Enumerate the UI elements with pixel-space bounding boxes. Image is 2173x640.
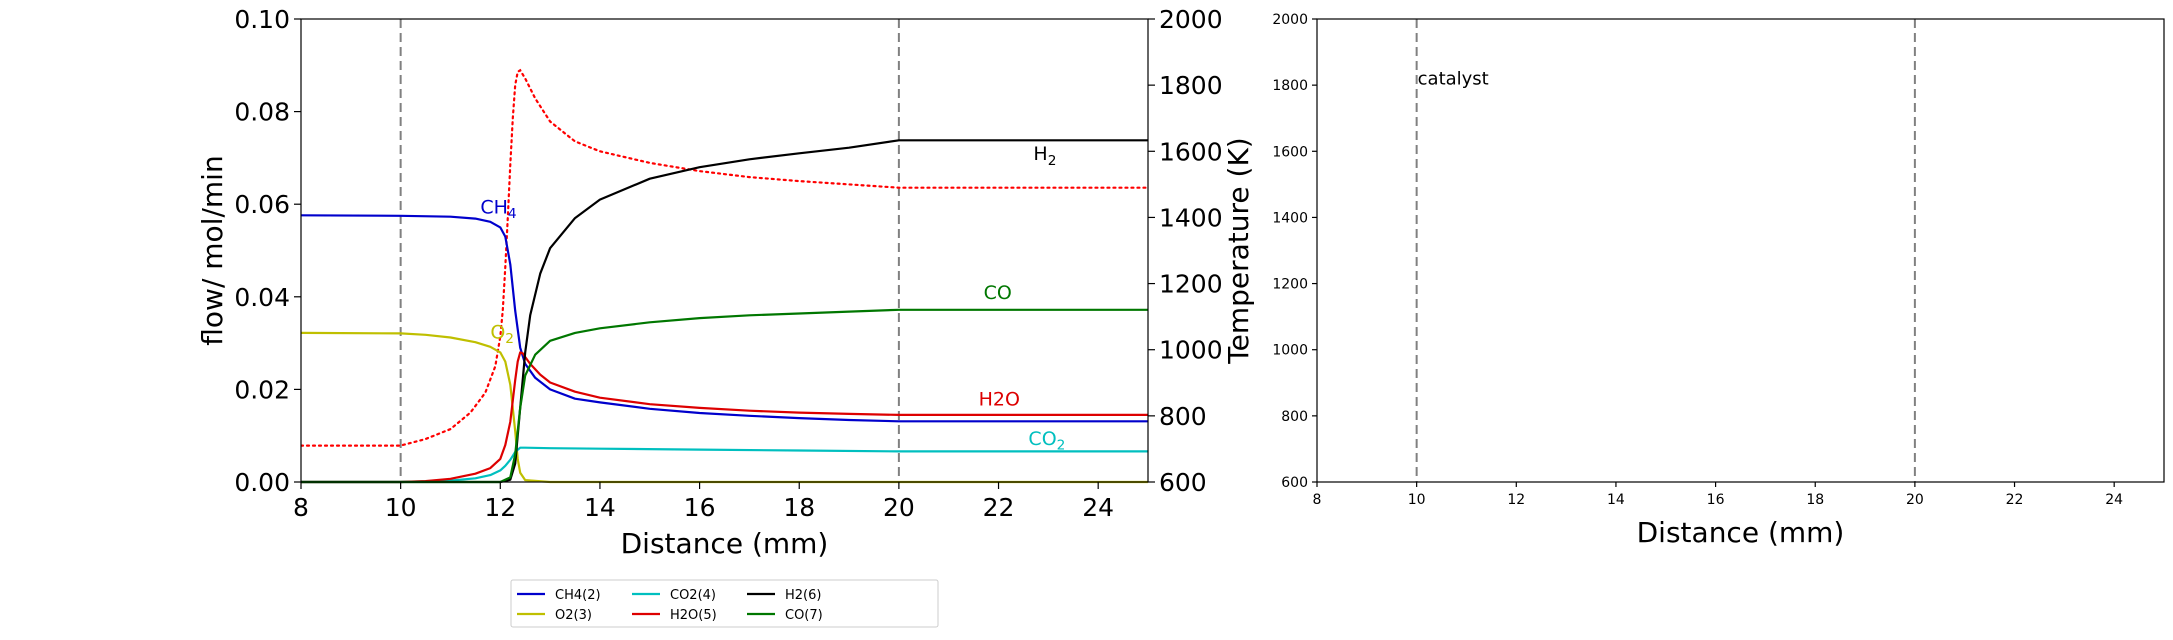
- x-tick-label: 8: [1313, 492, 1322, 508]
- right-plot: 8 10 12 14 16 18 20 22 24 600 800 1000 1200 1400 1600 1…: [1272, 12, 2165, 549]
- x-tick-label: 16: [684, 493, 716, 522]
- x-tick-label: 22: [2006, 492, 2024, 508]
- y2-tick-label: 1200: [1159, 270, 1223, 299]
- legend-label-H2(6): H2(6): [785, 588, 821, 603]
- catalyst-annotation: catalyst: [1418, 69, 1489, 90]
- y2-tick-label: 800: [1159, 402, 1207, 431]
- series-label-CH4(2): CH4: [480, 196, 516, 222]
- legend-frame: [510, 579, 939, 628]
- y2-tick-label: 2000: [1159, 5, 1223, 34]
- y-tick-label: 1400: [1272, 210, 1308, 226]
- series-line-CO2(4): [301, 446, 1148, 484]
- legend-label-H2O(5): H2O(5): [670, 608, 717, 623]
- y-tick-label: 1200: [1272, 277, 1308, 293]
- y-tick-label: 800: [1281, 409, 1308, 425]
- legend-label-CO(7): CO(7): [785, 608, 823, 623]
- y2-tick-label: 1000: [1159, 336, 1223, 365]
- series-label-CO2(4): CO2: [1028, 428, 1065, 454]
- y-tick-label: 600: [1281, 475, 1308, 491]
- series-line-CH4(2): [301, 214, 1148, 423]
- legend: CH4(2) O2(3) CO2(4) H2O(5) H2(6) CO(7): [510, 579, 939, 628]
- x-tick-label: 24: [2105, 492, 2123, 508]
- x-tick-label: 20: [1906, 492, 1924, 508]
- series-line-CO(7): [301, 308, 1148, 484]
- x-tick-label: 10: [1408, 492, 1426, 508]
- series-label-H2O(5): H2O: [979, 389, 1020, 411]
- x-tick-label: 14: [584, 493, 616, 522]
- legend-label-CH4(2): CH4(2): [555, 588, 601, 603]
- legend-label-CO2(4): CO2(4): [670, 588, 716, 603]
- series-line-H2O(5): [301, 351, 1148, 484]
- y-tick-label: 0.04: [234, 283, 290, 312]
- x-tick-label: 24: [1082, 493, 1114, 522]
- y-tick-label: 1800: [1272, 78, 1308, 94]
- y-tick-label: 1600: [1272, 144, 1308, 160]
- x-tick-label: 22: [983, 493, 1015, 522]
- series-line-O2(3): [301, 331, 1148, 484]
- x-tick-label: 18: [1806, 492, 1824, 508]
- y-tick-label: 0.10: [234, 5, 290, 34]
- x-axis-label: Distance (mm): [621, 527, 829, 560]
- series-label-H2(6): H2: [1033, 143, 1056, 169]
- y-tick-label: 0.08: [234, 98, 290, 127]
- y-tick-label: 2000: [1272, 12, 1308, 28]
- y2-axis-label: Temperature (K): [1222, 137, 1255, 364]
- series-label-CO(7): CO: [984, 282, 1012, 304]
- y2-tick-label: 1400: [1159, 203, 1223, 232]
- x-tick-label: 14: [1607, 492, 1625, 508]
- x-tick-label: 18: [783, 493, 815, 522]
- temperature-series-line: [301, 68, 1148, 447]
- y-tick-label: 1000: [1272, 343, 1308, 359]
- legend-label-O2(3): O2(3): [555, 608, 592, 623]
- series-line-H2(6): [301, 139, 1148, 484]
- x-axis-label: Distance (mm): [1637, 516, 1845, 549]
- x-tick-label: 10: [385, 493, 417, 522]
- x-tick-label: 16: [1707, 492, 1725, 508]
- x-tick-label: 20: [883, 493, 915, 522]
- y-tick-label: 0.02: [234, 375, 290, 404]
- y-tick-label: 0.06: [234, 190, 290, 219]
- y2-tick-label: 1600: [1159, 137, 1223, 166]
- y-tick-label: 0.00: [234, 468, 290, 497]
- series-label-O2(3): O2: [490, 321, 514, 347]
- y-axis-label: flow/ mol/min: [196, 155, 229, 345]
- x-tick-label: 8: [293, 493, 309, 522]
- x-tick-label: 12: [484, 493, 516, 522]
- right-plot-frame: [1316, 18, 2165, 483]
- series-group: [301, 68, 1148, 484]
- y2-tick-label: 600: [1159, 468, 1207, 497]
- y2-tick-label: 1800: [1159, 71, 1223, 100]
- x-tick-label: 12: [1507, 492, 1525, 508]
- left-plot-frame: [300, 18, 1149, 483]
- left-plot: 8 10 12 14 16 18 20 22 24 0.00 0.02 0.04 0.06 0.08 0.1…: [196, 5, 1255, 560]
